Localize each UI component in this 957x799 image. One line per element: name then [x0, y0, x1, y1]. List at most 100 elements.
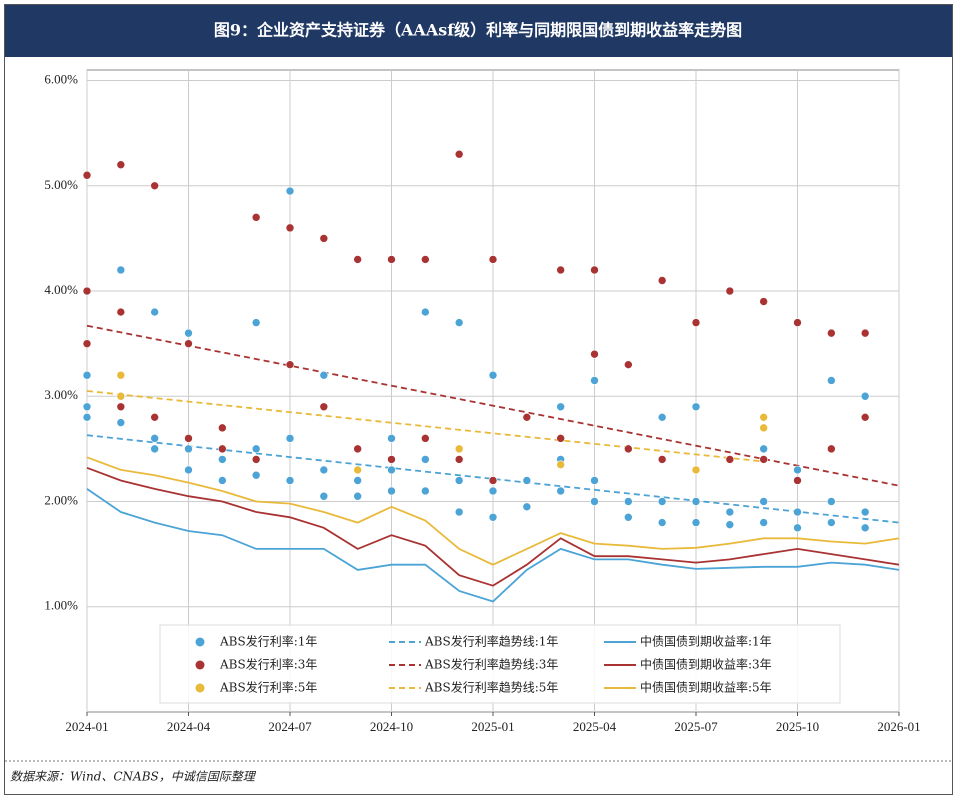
y-tick-label: 1.00% [44, 598, 78, 613]
scatter-point [353, 476, 362, 485]
scatter-point [82, 286, 92, 296]
scatter-point [691, 465, 701, 475]
scatter-point [759, 497, 768, 506]
scatter-point [590, 497, 599, 506]
scatter-point [556, 486, 565, 496]
scatter-point [590, 265, 599, 275]
scatter-point [218, 444, 227, 454]
header-bar [5, 5, 952, 57]
scatter-point [150, 181, 159, 191]
scatter-point [251, 213, 261, 222]
legend-marker [195, 660, 205, 670]
scatter-point [285, 186, 295, 196]
scatter-point [793, 476, 802, 485]
scatter-point [725, 286, 735, 296]
scatter-point [454, 455, 464, 464]
scatter-point [421, 486, 430, 496]
scatter-point [421, 307, 430, 317]
scatter-point [759, 423, 768, 433]
scatter-point [657, 413, 667, 422]
legend-label: 中债国债到期收益率:3年 [640, 657, 772, 672]
scatter-point [319, 234, 329, 243]
scatter-point [793, 523, 802, 533]
x-tick-label: 2024-04 [167, 719, 211, 734]
scatter-point [251, 455, 261, 464]
legend-label: ABS发行利率趋势线:3年 [424, 657, 558, 672]
scatter-point [116, 418, 126, 427]
scatter-point [184, 465, 193, 475]
scatter-point [218, 455, 227, 464]
yield-line [86, 456, 900, 566]
legend-label: ABS发行利率趋势线:1年 [424, 634, 558, 649]
scatter-point [184, 444, 193, 454]
scatter-point [556, 460, 565, 469]
x-tick-label: 2025-10 [776, 719, 819, 734]
scatter-point [251, 470, 261, 480]
x-tick-label: 2025-01 [471, 719, 514, 734]
y-tick-label: 5.00% [44, 177, 78, 192]
y-tick-label: 4.00% [44, 282, 78, 297]
scatter-point [184, 434, 193, 443]
scatter-point [116, 402, 126, 412]
x-tick-label: 2025-07 [674, 719, 718, 734]
x-tick-label: 2026-01 [877, 719, 920, 734]
scatter-point [522, 502, 532, 512]
chart-title: 图9：企业资产支持证券（AAAsf级）利率与同期限国债到期收益率走势图 [214, 21, 742, 40]
scatter-point [860, 413, 870, 422]
scatter-point [624, 512, 633, 522]
scatter-point [590, 476, 599, 485]
scatter-point [82, 370, 92, 380]
scatter-point [285, 360, 295, 369]
legend-label: ABS发行利率:5年 [219, 680, 317, 695]
scatter-point [488, 255, 498, 264]
x-tick-label: 2025-04 [573, 719, 617, 734]
scatter-point [116, 307, 126, 317]
scatter-point [387, 255, 396, 264]
scatter-point [116, 370, 126, 380]
scatter-point [827, 376, 836, 385]
scatter-point [285, 434, 295, 443]
y-tick-label: 3.00% [44, 387, 78, 402]
scatter-point [353, 465, 362, 475]
scatter-point [184, 328, 193, 338]
scatter-point [522, 476, 532, 485]
scatter-point [860, 328, 870, 338]
yield-line [86, 466, 900, 587]
scatter-point [556, 402, 565, 412]
scatter-point [251, 444, 261, 454]
scatter-point [218, 476, 227, 485]
legend-label: ABS发行利率:3年 [219, 657, 317, 672]
scatter-point [860, 391, 870, 401]
scatter-point [691, 518, 701, 527]
scatter-point [793, 507, 802, 517]
scatter-point [624, 497, 633, 506]
legend-label: 中债国债到期收益率:5年 [640, 680, 772, 695]
y-tick-label: 6.00% [44, 72, 78, 87]
scatter-point [556, 434, 565, 443]
scatter-point [860, 523, 870, 533]
scatter-point [116, 391, 126, 401]
yield-line [86, 488, 900, 603]
scatter-point [454, 444, 464, 454]
scatter-point [150, 307, 159, 317]
scatter-point [82, 170, 92, 180]
legend-label: ABS发行利率:1年 [219, 634, 317, 649]
trend-line [86, 390, 764, 463]
scatter-point [353, 444, 362, 454]
legend-label: ABS发行利率趋势线:5年 [424, 680, 558, 695]
scatter-point [421, 255, 430, 264]
scatter-point [285, 476, 295, 485]
y-tick-label: 2.00% [44, 492, 78, 507]
scatter-point [827, 497, 836, 506]
scatter-point [590, 349, 599, 359]
scatter-point [387, 455, 396, 464]
scatter-point [522, 413, 532, 422]
scatter-point [793, 465, 802, 475]
scatter-point [827, 518, 836, 527]
scatter-point [860, 507, 870, 517]
scatter-point [116, 160, 126, 170]
scatter-point [387, 465, 396, 475]
scatter-point [387, 486, 396, 496]
scatter-point [488, 512, 498, 522]
